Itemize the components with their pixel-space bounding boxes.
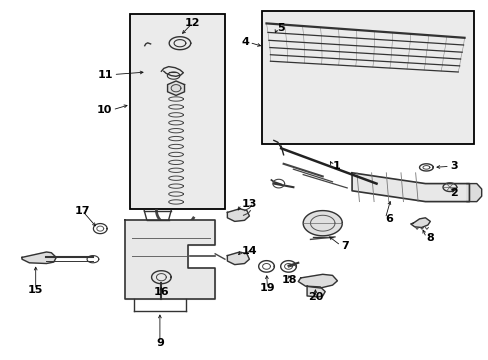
Text: 9: 9 — [156, 338, 163, 348]
Text: 8: 8 — [426, 233, 433, 243]
Text: 7: 7 — [340, 240, 348, 251]
Text: 18: 18 — [281, 275, 297, 285]
Text: 14: 14 — [241, 246, 257, 256]
Polygon shape — [410, 218, 429, 228]
Polygon shape — [306, 286, 325, 297]
Polygon shape — [298, 274, 337, 288]
Polygon shape — [466, 184, 481, 202]
Polygon shape — [167, 81, 184, 95]
Bar — [129, 14, 224, 209]
Text: 11: 11 — [98, 69, 113, 80]
Text: 20: 20 — [307, 292, 323, 302]
Text: 16: 16 — [153, 287, 169, 297]
Text: 4: 4 — [241, 37, 249, 48]
Polygon shape — [22, 252, 56, 264]
Polygon shape — [227, 252, 249, 265]
Text: 6: 6 — [385, 213, 392, 224]
Text: 3: 3 — [449, 161, 457, 171]
Polygon shape — [303, 211, 342, 236]
Text: 10: 10 — [97, 105, 112, 115]
Text: 12: 12 — [184, 18, 200, 28]
Text: 19: 19 — [259, 283, 275, 293]
Polygon shape — [124, 220, 215, 299]
Polygon shape — [351, 173, 468, 202]
Text: 1: 1 — [332, 161, 340, 171]
Bar — [261, 11, 473, 144]
Text: 15: 15 — [28, 285, 43, 295]
Polygon shape — [227, 209, 249, 221]
Text: 2: 2 — [449, 188, 457, 198]
Text: 17: 17 — [74, 206, 90, 216]
Text: 5: 5 — [277, 23, 285, 33]
Text: 13: 13 — [241, 199, 256, 210]
